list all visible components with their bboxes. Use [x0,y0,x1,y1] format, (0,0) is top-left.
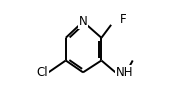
Text: NH: NH [115,66,133,79]
Text: N: N [79,15,87,28]
Text: Cl: Cl [37,66,48,79]
Text: F: F [120,13,126,26]
